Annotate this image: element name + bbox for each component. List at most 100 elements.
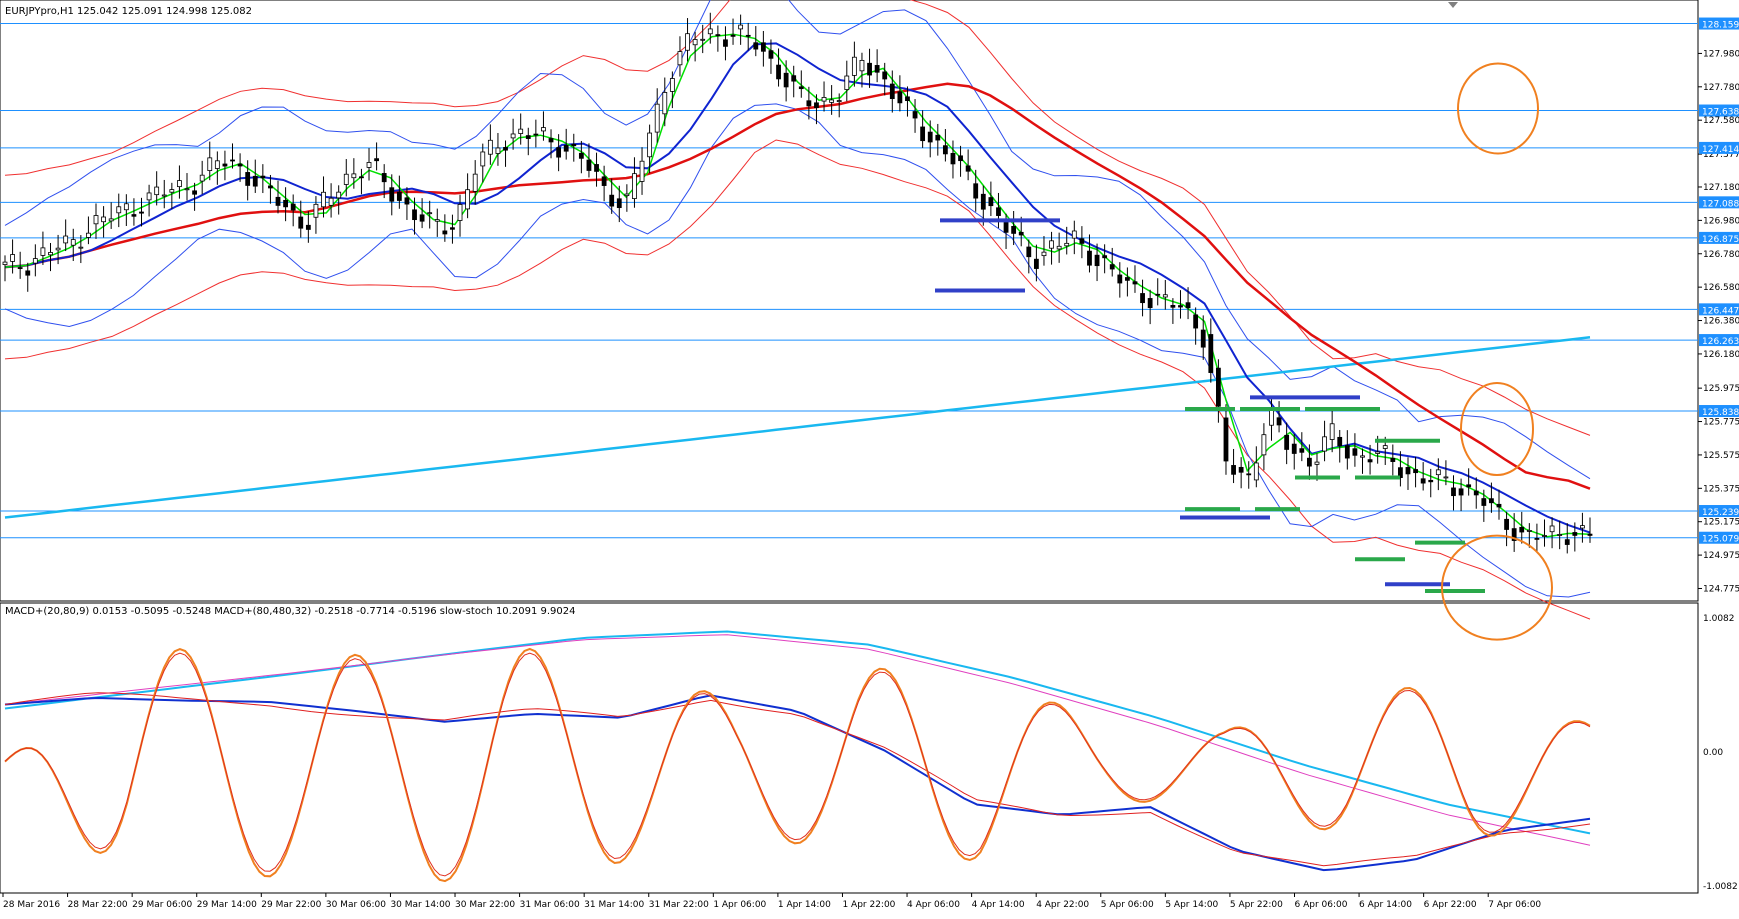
bear-candle xyxy=(723,39,728,47)
bear-candle xyxy=(17,267,23,269)
level-price-badge xyxy=(1699,405,1739,418)
indicator-panel[interactable] xyxy=(0,602,1699,894)
time-tick-label: 1 Apr 22:00 xyxy=(842,900,895,910)
bull-candle xyxy=(669,78,675,92)
bull-candle xyxy=(624,193,630,197)
bear-candle xyxy=(1572,532,1578,536)
bear-candle xyxy=(867,62,872,76)
time-tick-label: 28 Mar 22:00 xyxy=(68,900,128,910)
bear-candle xyxy=(882,71,888,80)
bull-candle xyxy=(829,99,835,103)
time-tick-label: 28 Mar 2016 xyxy=(3,900,60,910)
level-price-badge xyxy=(1699,505,1739,518)
bear-candle xyxy=(222,163,228,167)
bull-candle xyxy=(1314,461,1320,465)
macd-slow-signal-line xyxy=(4,634,1591,846)
level-price-badge xyxy=(1699,231,1739,244)
bull-candle xyxy=(1261,434,1267,456)
bear-candle xyxy=(25,270,31,276)
bull-candle xyxy=(1526,530,1532,532)
bear-candle xyxy=(1367,459,1373,463)
level-labels: 128.159 127.638 127.414 127.088 126.875 126.4… xyxy=(1699,17,1739,545)
bull-candle xyxy=(654,103,660,133)
time-tick-label: 1 Apr 14:00 xyxy=(778,900,831,910)
bear-candle xyxy=(920,126,926,142)
main-chart-panel[interactable] xyxy=(0,0,1699,602)
bull-candle xyxy=(510,133,516,139)
bull-candle xyxy=(662,92,668,115)
time-tick-label: 30 Mar 22:00 xyxy=(455,900,515,910)
bear-candle xyxy=(275,196,281,206)
bull-candle xyxy=(677,51,683,66)
bear-candle xyxy=(753,42,759,50)
bull-candle xyxy=(1557,534,1563,536)
price-axis: 127.980 127.780 127.580 127.377 127.180 126.9… xyxy=(1698,49,1739,594)
upper-bollinger-line xyxy=(4,0,1591,480)
bull-candle xyxy=(328,197,334,206)
chart-scroll-marker-icon[interactable] xyxy=(1448,2,1458,8)
price-tick-label: 127.377 xyxy=(1703,150,1739,160)
bear-candle xyxy=(419,214,425,222)
level-price-badge xyxy=(1699,104,1739,117)
bear-candle xyxy=(1140,293,1145,304)
bull-candle xyxy=(821,97,827,102)
bull-candle xyxy=(146,192,152,201)
bull-candle xyxy=(86,232,91,238)
bear-candle xyxy=(1337,436,1343,447)
bear-candle xyxy=(814,102,819,109)
stoch-signal-line xyxy=(4,652,1591,877)
bull-candle xyxy=(647,132,653,158)
bull-candle xyxy=(632,173,637,199)
price-tick-label: 126.380 xyxy=(1703,317,1739,327)
bear-candle xyxy=(556,147,562,158)
medium-ma-line xyxy=(4,82,1591,490)
bear-candle xyxy=(950,152,956,165)
bear-candle xyxy=(1155,293,1161,296)
bear-candle xyxy=(1451,487,1456,497)
price-tick-label: 126.980 xyxy=(1703,216,1739,226)
bull-candle xyxy=(480,151,486,167)
bull-candle xyxy=(93,215,99,225)
level-price-label: 125.239 xyxy=(1702,508,1739,518)
bear-candle xyxy=(404,197,410,205)
bull-candle xyxy=(108,218,114,222)
bull-candle xyxy=(351,173,357,179)
price-tick-label: 127.780 xyxy=(1703,83,1739,93)
bear-candle xyxy=(594,164,599,172)
bear-candle xyxy=(905,96,910,102)
bull-candle xyxy=(1162,294,1168,298)
bear-candle xyxy=(1109,264,1115,270)
bull-candle xyxy=(123,203,129,211)
bear-candle xyxy=(1489,498,1494,504)
bear-candle xyxy=(389,187,395,202)
bear-candle xyxy=(980,193,986,210)
bear-candle xyxy=(768,50,774,59)
bear-candle xyxy=(996,207,1001,216)
bear-candle xyxy=(442,230,448,235)
highlight-circle xyxy=(1441,534,1553,641)
indicator-plot-area xyxy=(4,630,1591,883)
bull-candle xyxy=(55,247,61,251)
level-price-label: 128.159 xyxy=(1702,21,1739,31)
time-tick-label: 31 Mar 06:00 xyxy=(520,900,580,910)
bull-candle xyxy=(836,100,842,102)
bull-candle xyxy=(457,204,463,221)
bear-candle xyxy=(298,216,304,229)
bull-candle xyxy=(343,173,349,185)
time-tick-label: 29 Mar 06:00 xyxy=(132,900,192,910)
bear-candle xyxy=(260,175,266,179)
bull-candle xyxy=(639,160,645,182)
indicator-axis: 1.0082 0.00 -1.0082 xyxy=(1703,614,1738,892)
level-price-label: 126.875 xyxy=(1702,235,1739,245)
bull-candle xyxy=(1049,240,1054,249)
indicator-tick-label: -1.0082 xyxy=(1703,882,1738,892)
bear-candle xyxy=(927,131,933,143)
bull-candle xyxy=(1549,525,1555,533)
bull-candle xyxy=(1375,451,1381,454)
price-tick-label: 124.975 xyxy=(1703,551,1739,561)
bear-candle xyxy=(1587,533,1593,536)
bear-candle xyxy=(1170,305,1176,308)
bear-candle xyxy=(396,191,402,201)
bear-candle xyxy=(715,34,721,37)
bull-candle xyxy=(692,39,698,46)
